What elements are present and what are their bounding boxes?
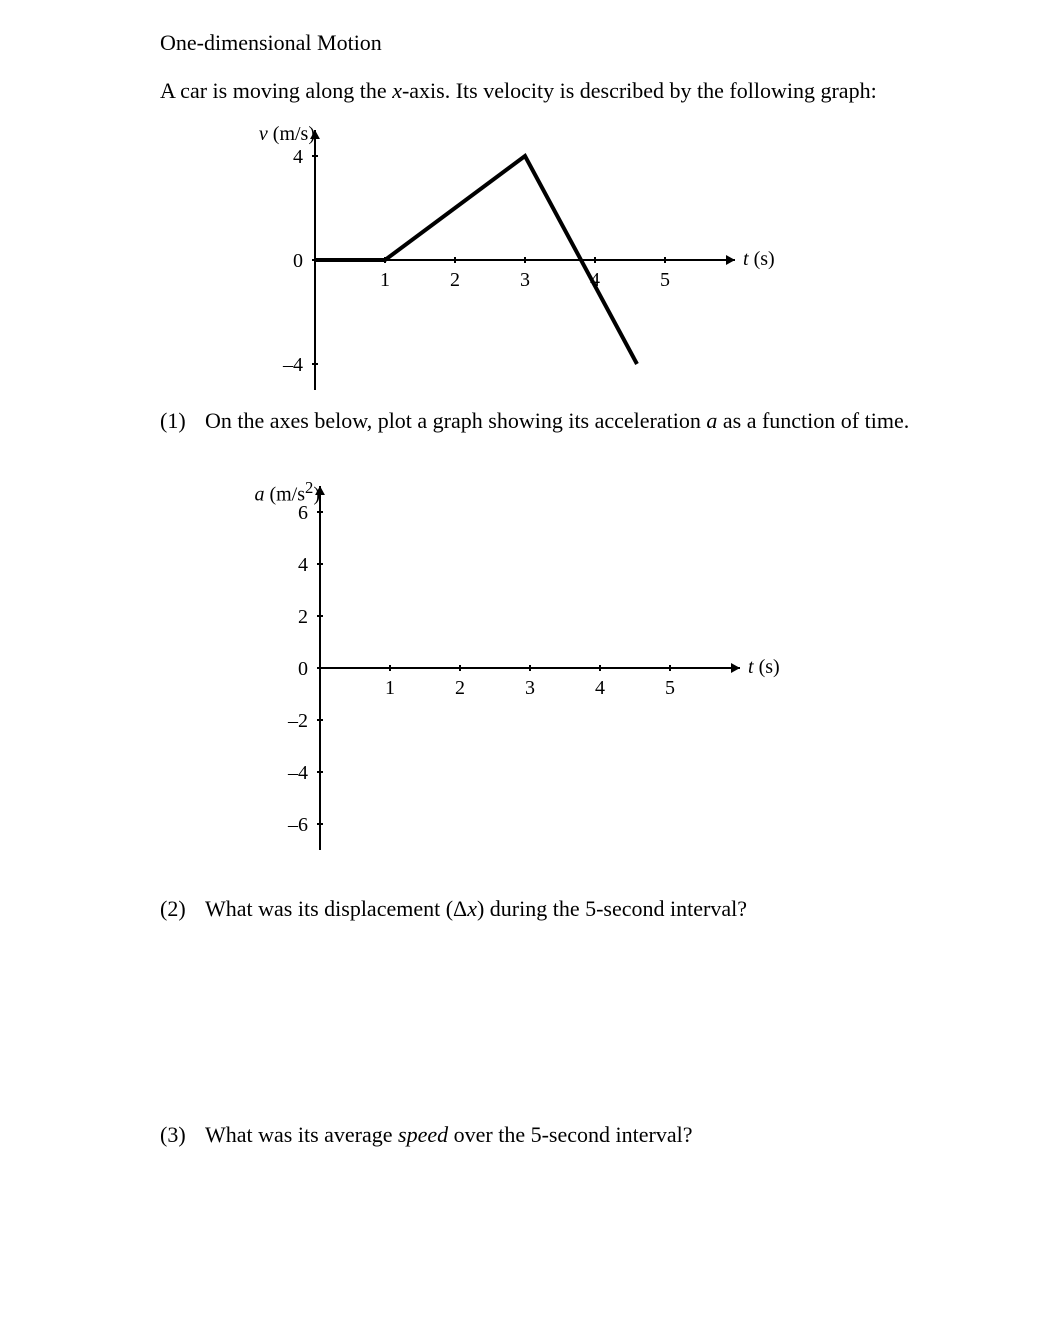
svg-text:3: 3 xyxy=(520,269,530,291)
q2-number: (2) xyxy=(160,896,205,922)
question-2: (2) What was its displacement (Δx) durin… xyxy=(160,896,1002,922)
q3-number: (3) xyxy=(160,1122,205,1148)
page-title: One-dimensional Motion xyxy=(160,30,1002,56)
intro-axis-var: x xyxy=(392,78,402,103)
svg-text:2: 2 xyxy=(450,269,460,291)
svg-text:4: 4 xyxy=(595,677,605,699)
acceleration-chart: 12345–6–4–20246a (m/s2)t (s) xyxy=(220,438,1002,878)
intro-line: A car is moving along the x-axis. Its ve… xyxy=(160,78,1002,104)
svg-text:2: 2 xyxy=(455,677,465,699)
svg-text:3: 3 xyxy=(525,677,535,699)
question-1: (1) On the axes below, plot a graph show… xyxy=(160,408,1002,434)
question-3: (3) What was its average speed over the … xyxy=(160,1122,1002,1148)
svg-text:–4: –4 xyxy=(287,762,308,784)
svg-text:2: 2 xyxy=(298,606,308,628)
q1-text: On the axes below, plot a graph showing … xyxy=(205,408,1002,434)
answer-space-1 xyxy=(160,922,1002,1112)
q2-text: What was its displacement (Δx) during th… xyxy=(205,896,1002,922)
intro-pre: A car is moving along the xyxy=(160,78,392,103)
q2-post: ) during the 5-second interval? xyxy=(477,896,747,921)
svg-text:–4: –4 xyxy=(282,354,303,376)
svg-text:5: 5 xyxy=(665,677,675,699)
intro-post: -axis. Its velocity is described by the … xyxy=(402,78,877,103)
q1-post: as a function of time. xyxy=(717,408,909,433)
velocity-chart-svg: 12345–404v (m/s)t (s) xyxy=(220,110,780,390)
q1-number: (1) xyxy=(160,408,205,434)
q3-mid: speed xyxy=(398,1122,448,1147)
q2-var: x xyxy=(467,896,477,921)
q2-pre: What was its displacement (Δ xyxy=(205,896,467,921)
svg-text:0: 0 xyxy=(298,658,308,680)
q1-var: a xyxy=(706,408,717,433)
svg-text:4: 4 xyxy=(298,554,308,576)
acceleration-chart-svg: 12345–6–4–20246a (m/s2)t (s) xyxy=(220,438,780,878)
svg-text:–2: –2 xyxy=(287,710,308,732)
svg-text:0: 0 xyxy=(293,250,303,272)
svg-text:1: 1 xyxy=(385,677,395,699)
velocity-chart: 12345–404v (m/s)t (s) xyxy=(220,110,1002,390)
q3-pre: What was its average xyxy=(205,1122,398,1147)
svg-text:5: 5 xyxy=(660,269,670,291)
q3-post: over the 5-second interval? xyxy=(448,1122,692,1147)
q1-pre: On the axes below, plot a graph showing … xyxy=(205,408,706,433)
svg-text:–6: –6 xyxy=(287,814,308,836)
svg-text:1: 1 xyxy=(380,269,390,291)
q3-text: What was its average speed over the 5-se… xyxy=(205,1122,1002,1148)
page: One-dimensional Motion A car is moving a… xyxy=(0,0,1062,1324)
